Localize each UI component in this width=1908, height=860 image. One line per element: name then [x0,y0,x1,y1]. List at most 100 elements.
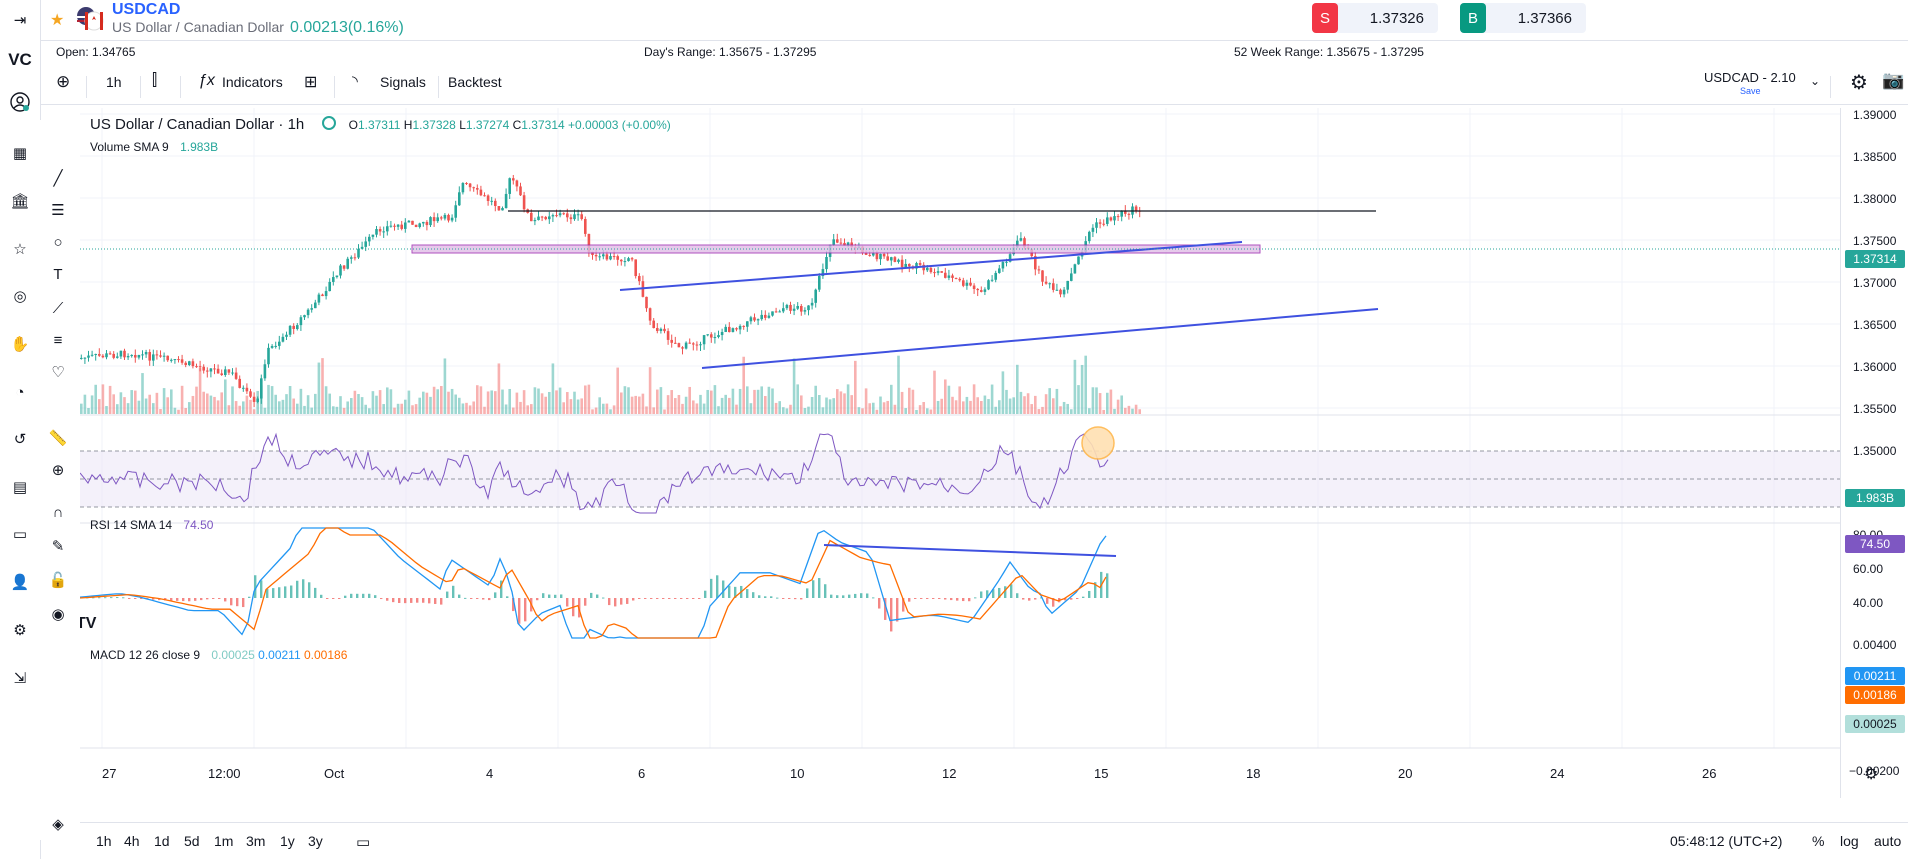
left-navigation-rail: ⇥ VC ▦ 🏛 ☆ ◎ ✋ ◔ ↺ ▤ ▭ 👤 ⚙ ⇲ [0,0,41,859]
sell-button[interactable]: S 1.37326 [1312,3,1438,33]
layout-name[interactable]: USDCAD - 2.10 [1704,70,1796,85]
time-tick: 24 [1550,766,1565,781]
range-4h[interactable]: 4h [124,833,140,849]
magnet-tool-icon[interactable]: ∩ [52,503,64,521]
star-icon[interactable]: ☆ [13,241,27,258]
macd-signal-badge: 0.00186 [1845,686,1905,704]
brush-tool-icon[interactable]: ♡ [51,364,65,381]
volume-badge: 1.983B [1845,489,1905,507]
interval-selector[interactable]: 1h [106,74,122,90]
trendline-tool-icon[interactable]: ╱ [53,170,63,187]
candles-type-icon[interactable]: ⫿ [152,72,158,89]
backtest-button[interactable]: Backtest [448,74,502,90]
indicators-fx-icon[interactable]: ƒx [198,72,215,89]
rsi-value: 74.50 [183,518,214,532]
buy-letter: B [1460,3,1486,33]
pattern-tool-icon[interactable]: ⟋ [52,299,64,317]
layout-save[interactable]: Save [1740,86,1761,96]
lock-tool-icon[interactable]: 🔓 [48,572,68,589]
macd-divergence-line [823,544,1117,557]
chart-drawings [80,210,1840,369]
dashboard-grid-icon[interactable]: ▦ [12,145,28,162]
log-scale-toggle[interactable]: log [1840,833,1859,849]
sell-price: 1.37326 [1369,9,1424,27]
price-tick: 1.36500 [1853,318,1897,332]
open-price-info: Open: 1.34765 [56,45,136,59]
volume-legend: Volume SMA 9 1.983B [90,140,219,154]
macd-hist-value: 0.00025 [211,648,255,662]
chart-grid [80,108,1840,748]
price-tick: 1.37500 [1853,234,1897,248]
layers-tool-icon[interactable]: ◈ [52,816,64,833]
macd-line-badge: 0.00211 [1845,667,1905,685]
symbol-change: 0.00213(0.16%) [290,19,404,36]
range-1d[interactable]: 1d [154,833,170,849]
svg-text:TV: TV [80,615,97,632]
price-tick: 1.37000 [1853,276,1897,290]
settings-gear-icon[interactable]: ⚙ [13,622,27,639]
symbol-ticker[interactable]: USDCAD [112,1,181,18]
text-tool-icon[interactable]: T [53,265,63,283]
price-chart[interactable]: TV [80,108,1840,798]
percent-scale-toggle[interactable]: % [1812,833,1825,849]
macd-signal-value: 0.00186 [304,648,348,662]
ruler-tool-icon[interactable]: 📏 [48,430,68,447]
indicators-button[interactable]: Indicators [222,74,283,90]
volume-bars [80,355,1141,414]
date-range-calendar-icon[interactable]: ▭ [356,834,371,851]
document-icon[interactable]: ▤ [12,479,28,496]
pie-chart-icon[interactable]: ◔ [15,383,25,401]
buy-button[interactable]: B 1.37366 [1460,3,1586,33]
collapse-arrow-icon[interactable]: ⇥ [13,12,27,29]
rsi-badge: 74.50 [1845,535,1905,553]
range-1h[interactable]: 1h [96,833,112,849]
wallet-icon[interactable]: ▭ [12,526,28,543]
range-1y[interactable]: 1y [280,833,295,849]
user-avatar-icon[interactable] [10,92,30,112]
range-1m[interactable]: 1m [214,833,234,849]
macd-hist-badge: 0.00025 [1845,715,1905,733]
price-tick: 1.38000 [1853,192,1897,206]
chart-settings-gear-icon[interactable]: ⚙ [1850,72,1868,94]
range-3m[interactable]: 3m [246,833,266,849]
coins-icon[interactable]: ◎ [13,288,27,305]
clock-timezone[interactable]: 05:48:12 (UTC+2) [1670,833,1783,849]
signals-button[interactable]: Signals [380,74,426,90]
favorite-star-icon[interactable]: ★ [50,12,65,29]
fib-tool-icon[interactable]: ≡ [53,331,63,349]
range-5d[interactable]: 5d [184,833,200,849]
logout-icon[interactable]: ⇲ [13,670,27,687]
hand-money-icon[interactable]: ✋ [10,336,30,353]
legend-open: 1.37311 [357,118,401,132]
sell-letter: S [1312,3,1338,33]
days-range-info: Day's Range: 1.35675 - 1.37295 [644,45,817,59]
range-3y[interactable]: 3y [308,833,323,849]
price-candles [80,174,1141,408]
time-tick: 18 [1246,766,1261,781]
pencil-tool-icon[interactable]: ✎ [51,538,65,555]
market-status-dot [322,116,337,130]
add-symbol-icon[interactable]: ⊕ [56,72,71,91]
layout-chevron-down-icon[interactable]: ⌄ [1810,74,1821,88]
legend-title: US Dollar / Canadian Dollar · 1h [90,116,305,133]
person-icon[interactable]: 👤 [10,574,30,591]
price-axis[interactable]: 1.39000 1.38500 1.38000 1.37500 1.37000 … [1840,108,1908,798]
circle-tool-icon[interactable]: ○ [53,233,63,251]
time-axis-settings-icon[interactable]: ⚙ [1864,766,1879,783]
auto-scale-toggle[interactable]: auto [1874,833,1902,849]
symbol-description: US Dollar / Canadian Dollar [112,19,284,35]
signals-icon[interactable]: ◝ [352,73,358,90]
eye-tool-icon[interactable]: ◉ [51,606,65,623]
history-icon[interactable]: ↺ [13,431,27,448]
bank-icon[interactable]: 🏛 [10,193,30,210]
templates-grid-icon[interactable]: ⊞ [304,74,318,91]
zoom-in-tool-icon[interactable]: ⊕ [51,462,65,479]
rsi-line [80,432,1109,514]
legend-close: 1.37314 [521,118,565,132]
horizontal-lines-tool-icon[interactable]: ☰ [51,202,65,219]
screenshot-camera-icon[interactable]: 📷 [1882,70,1905,90]
time-tick: 27 [102,766,117,781]
price-tick: 1.39000 [1853,108,1897,122]
brand-logo-icon[interactable]: VC [8,50,32,69]
macd-legend: MACD 12 26 close 9 0.00025 0.00211 0.001… [90,648,348,662]
